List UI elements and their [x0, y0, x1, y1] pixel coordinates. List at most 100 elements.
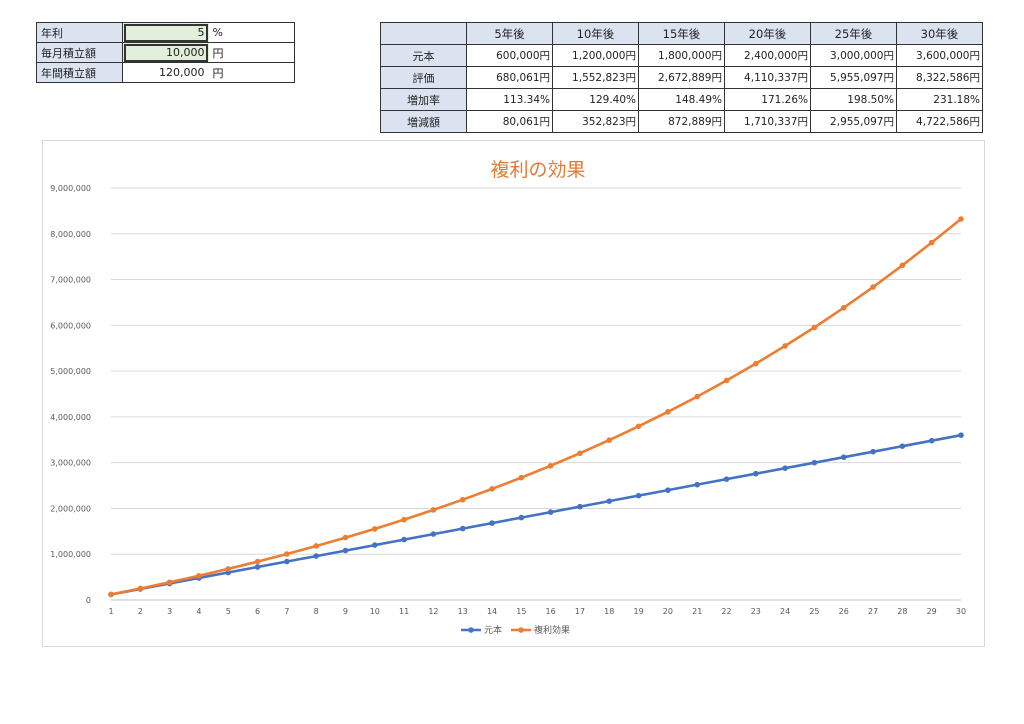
- data-point: [782, 343, 788, 349]
- data-point: [958, 216, 964, 222]
- table-cell: 5,955,097円: [810, 66, 897, 89]
- table-cell: 3,600,000円: [896, 44, 983, 67]
- data-point: [870, 448, 876, 455]
- y-tick-label: 1,000,000: [50, 550, 91, 559]
- table-row: 増加率 113.34% 129.40% 148.49% 171.26% 198.50% 23…: [380, 88, 983, 111]
- table-cell: 148.49%: [638, 88, 725, 111]
- x-tick-label: 21: [692, 607, 702, 616]
- table-cell: 1,710,337円: [724, 110, 811, 133]
- x-tick-label: 27: [868, 607, 878, 616]
- legend-marker: [518, 627, 524, 633]
- legend-label: 複利効果: [534, 624, 570, 636]
- series-line-0: [110, 433, 962, 596]
- data-point: [928, 239, 935, 246]
- input-table: 年利 5% 毎月積立額 10,000 円年間積立額 120,000 円: [36, 22, 295, 83]
- table-cell: 231.18%: [896, 88, 983, 111]
- data-point: [342, 547, 349, 554]
- x-tick-label: 1: [108, 607, 113, 616]
- table-row: 元本 600,000円 1,200,000円 1,800,000円 2,400,000円…: [380, 44, 983, 67]
- x-tick-label: 30: [956, 607, 966, 616]
- y-tick-label: 0: [86, 596, 91, 605]
- data-point: [489, 486, 495, 492]
- x-tick-label: 22: [721, 607, 731, 616]
- data-point: [723, 476, 730, 482]
- x-tick-label: 2: [138, 607, 143, 616]
- x-tick-label: 8: [314, 607, 319, 616]
- row-label: 元本: [380, 44, 467, 67]
- input-row: 年利 5%: [36, 22, 295, 43]
- data-point: [606, 437, 613, 443]
- table-cell: 129.40%: [552, 88, 639, 111]
- unit-label: 円: [208, 62, 295, 83]
- data-point: [489, 520, 495, 526]
- x-tick-label: 16: [546, 607, 556, 616]
- table-cell: 2,400,000円: [724, 44, 811, 67]
- data-point: [371, 542, 378, 548]
- data-point: [430, 531, 437, 537]
- y-tick-label: 7,000,000: [50, 276, 91, 285]
- x-tick-label: 12: [428, 607, 438, 616]
- x-tick-label: 29: [927, 607, 937, 616]
- table-cell: 4,110,337円: [724, 66, 811, 89]
- input-row: 毎月積立額 10,000 円: [36, 42, 295, 63]
- x-tick-label: 14: [487, 607, 497, 616]
- chart-area[interactable]: 複利の効果 0 1,000,000 2,000,000 3,000,000 4,000,0…: [42, 140, 985, 647]
- x-tick-label: 5: [226, 607, 231, 616]
- table-cell: 4,722,586円: [896, 110, 983, 133]
- data-point: [284, 551, 290, 557]
- unit-label: 円: [208, 42, 295, 63]
- input-cell[interactable]: 10,000: [122, 42, 209, 63]
- data-point: [108, 591, 114, 598]
- input-cell[interactable]: 5: [122, 22, 209, 43]
- table-cell: 2,672,889円: [638, 66, 725, 89]
- column-header: 5年後: [466, 22, 553, 45]
- y-tick-label: 6,000,000: [50, 321, 91, 330]
- legend-marker: [468, 627, 474, 633]
- data-point: [665, 409, 671, 415]
- data-point: [577, 450, 583, 457]
- data-point: [840, 454, 847, 460]
- row-label: 増減額: [380, 110, 467, 133]
- data-point: [694, 393, 701, 400]
- chart-title: 複利の効果: [490, 159, 585, 181]
- data-point: [899, 443, 906, 449]
- computed-value: 120,000: [122, 62, 209, 83]
- y-tick-label: 2,000,000: [50, 504, 91, 513]
- x-tick-label: 7: [284, 607, 289, 616]
- x-tick-label: 15: [516, 607, 526, 616]
- y-tick-label: 4,000,000: [50, 413, 91, 422]
- corner-cell: [380, 22, 467, 45]
- data-point: [313, 543, 319, 549]
- data-point: [401, 536, 407, 543]
- y-tick-label: 8,000,000: [50, 230, 91, 239]
- data-point: [840, 304, 847, 311]
- input-row: 年間積立額 120,000 円: [36, 62, 295, 83]
- data-point: [635, 492, 642, 499]
- data-point: [753, 360, 759, 367]
- data-point: [254, 558, 261, 565]
- x-tick-label: 20: [663, 607, 673, 616]
- x-tick-label: 3: [167, 607, 172, 616]
- summary-table: 5年後 10年後 15年後 20年後 25年後 30年後 元本 600,000円 1,200,…: [380, 22, 983, 133]
- x-tick-label: 28: [897, 607, 907, 616]
- y-tick-label: 5,000,000: [50, 367, 91, 376]
- x-tick-label: 4: [196, 607, 201, 616]
- data-point: [401, 516, 407, 523]
- data-point: [753, 470, 759, 477]
- data-point: [196, 572, 202, 579]
- table-cell: 171.26%: [724, 88, 811, 111]
- x-tick-label: 23: [751, 607, 761, 616]
- table-cell: 198.50%: [810, 88, 897, 111]
- column-header: 25年後: [810, 22, 897, 45]
- x-tick-label: 24: [780, 607, 790, 616]
- data-point: [665, 487, 671, 493]
- line-chart: 複利の効果 0 1,000,000 2,000,000 3,000,000 4,000,0…: [50, 159, 966, 636]
- x-tick-label: 6: [255, 607, 260, 616]
- table-cell: 3,000,000円: [810, 44, 897, 67]
- data-point: [694, 481, 701, 488]
- data-point: [547, 462, 554, 469]
- x-tick-label: 9: [343, 607, 348, 616]
- x-tick-label: 10: [370, 607, 380, 616]
- data-point: [254, 564, 261, 570]
- data-point: [870, 284, 876, 290]
